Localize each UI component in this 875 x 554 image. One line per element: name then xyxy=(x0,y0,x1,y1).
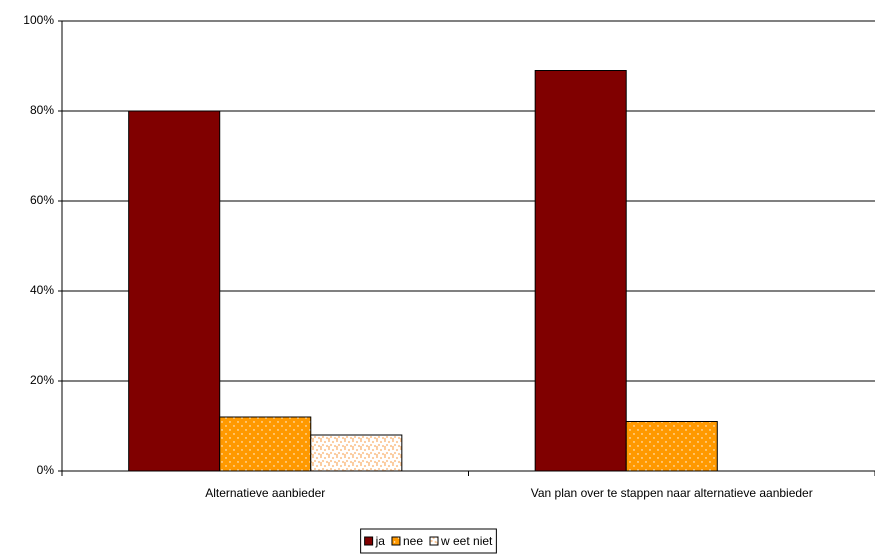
y-tick-label: 40% xyxy=(30,283,54,297)
legend-label: ja xyxy=(375,534,386,548)
legend-swatch xyxy=(364,536,374,546)
bar xyxy=(128,110,221,472)
legend-label: w eet niet xyxy=(440,534,493,548)
y-tick-label: 60% xyxy=(30,193,54,207)
legend-box xyxy=(360,528,497,554)
legend-swatch xyxy=(429,536,439,546)
bar xyxy=(625,421,718,472)
legend-swatch xyxy=(391,536,401,546)
legend: ja nee w eet niet xyxy=(360,528,497,554)
y-tick-label: 0% xyxy=(37,463,55,477)
y-tick-label: 20% xyxy=(30,373,54,387)
bar xyxy=(310,434,403,472)
legend-label: nee xyxy=(403,534,423,548)
bar xyxy=(219,416,312,472)
y-tick-label: 80% xyxy=(30,103,54,117)
x-tick-label: Alternatieve aanbieder xyxy=(205,486,325,500)
y-tick-label: 100% xyxy=(23,13,54,27)
bar xyxy=(534,70,627,472)
x-tick-label: Van plan over te stappen naar alternatie… xyxy=(531,486,813,500)
